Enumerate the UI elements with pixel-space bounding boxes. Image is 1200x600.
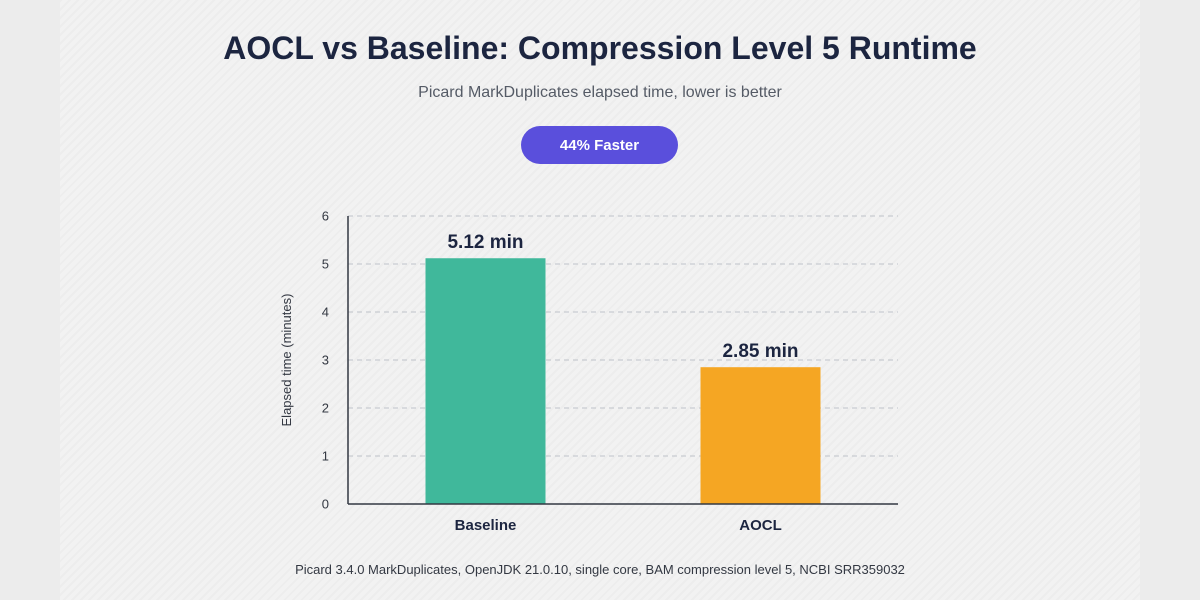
bars [425,258,821,504]
y-tick-label: 5 [322,257,329,272]
category-labels: Baseline AOCL [455,517,782,534]
data-label-aocl: 2.85 min [722,341,798,362]
y-tick-label: 3 [322,353,329,368]
chart-subtitle: Picard MarkDuplicates elapsed time, lowe… [418,84,782,101]
y-tick-label: 2 [322,401,329,416]
data-labels: 5.12 min 2.85 min [447,232,798,362]
bar-aocl [700,367,821,504]
y-tick-label: 0 [322,497,329,512]
category-label-baseline: Baseline [455,517,517,534]
y-tick-labels: 0 1 2 3 4 5 6 [322,209,329,512]
footnote: Picard 3.4.0 MarkDuplicates, OpenJDK 21.… [295,562,905,577]
y-tick-label: 1 [322,449,329,464]
speedup-badge: 44% Faster [521,126,678,164]
y-tick-label: 4 [322,305,329,320]
data-label-baseline: 5.12 min [447,232,523,253]
chart-title: AOCL vs Baseline: Compression Level 5 Ru… [223,30,977,66]
category-label-aocl: AOCL [739,517,782,534]
y-axis-label: Elapsed time (minutes) [279,294,294,427]
y-tick-label: 6 [322,209,329,224]
chart-background [60,0,1140,600]
bar-baseline [425,258,546,504]
